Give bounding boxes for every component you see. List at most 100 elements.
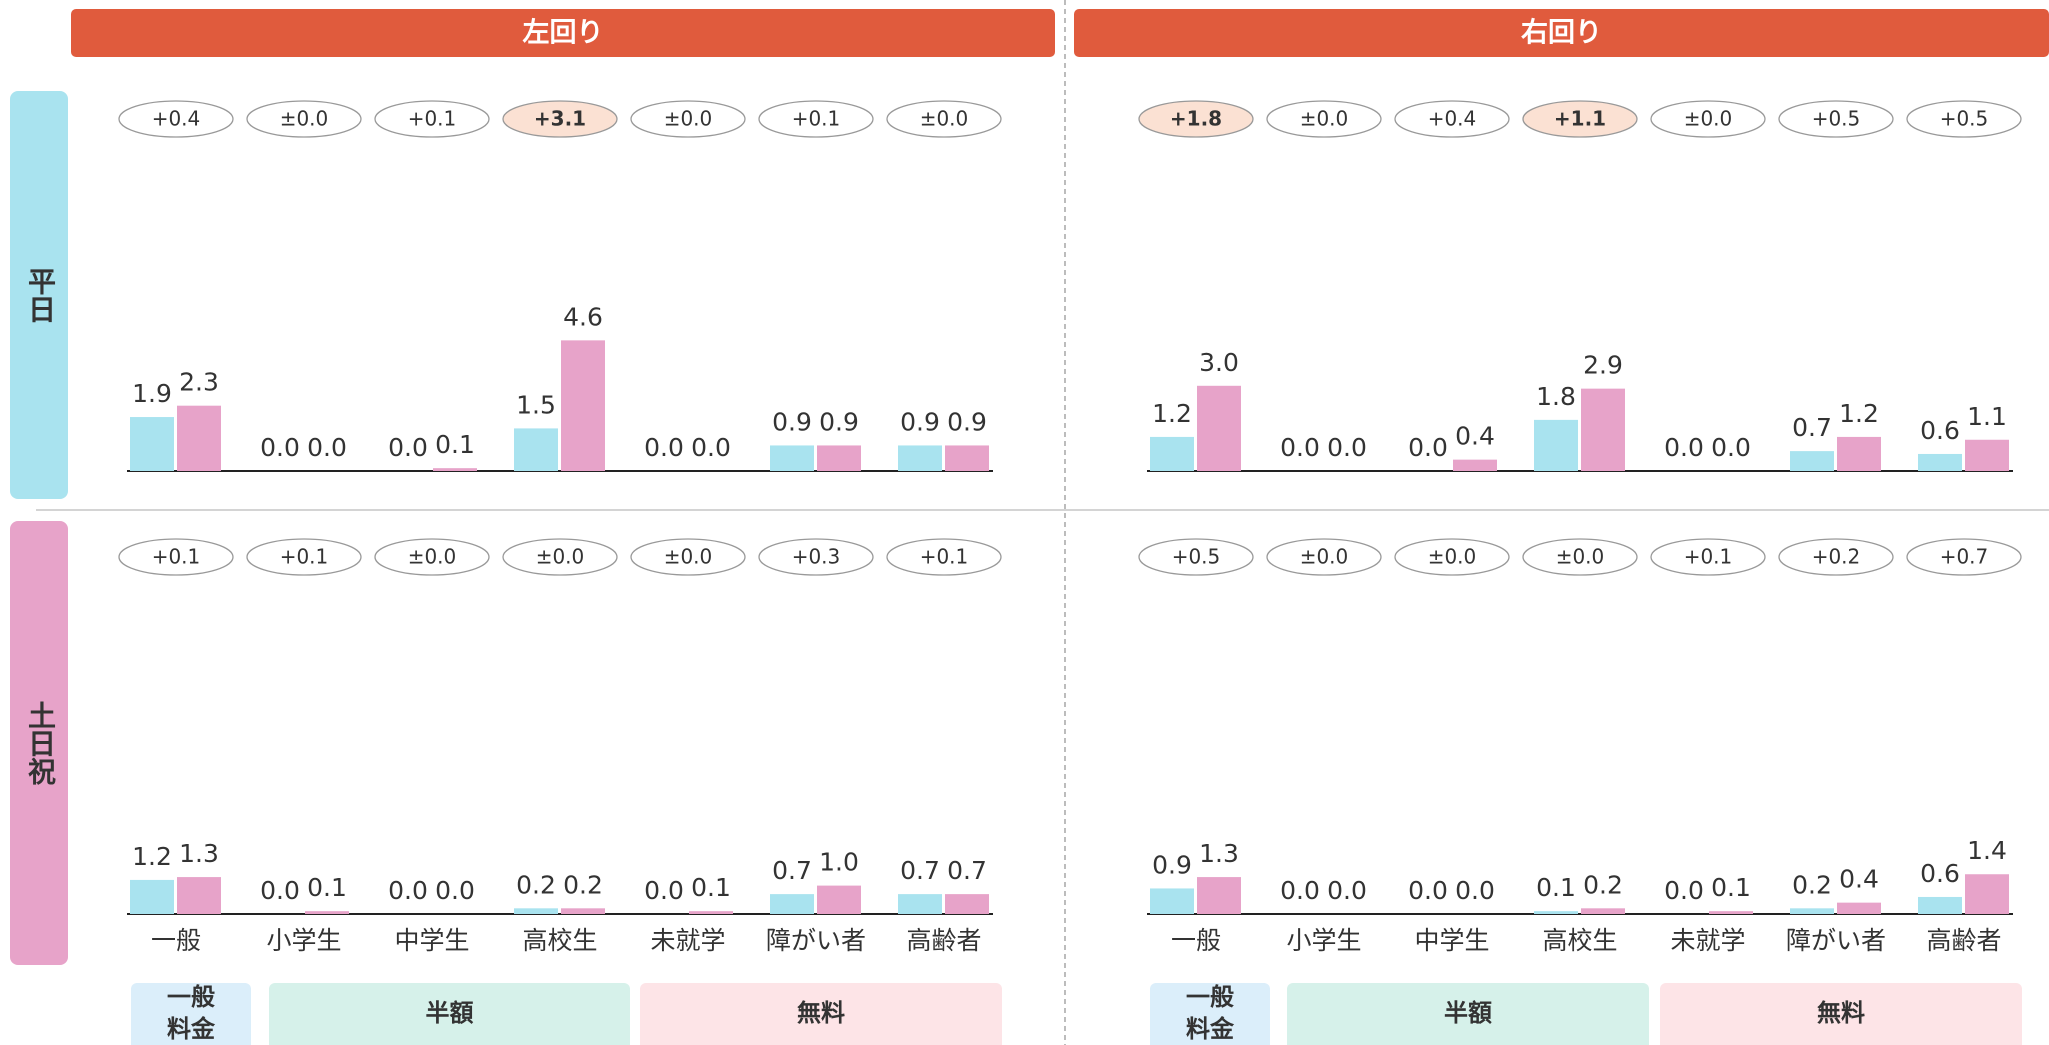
value-label: 0.6 [1920,859,1960,888]
value-label: 0.0 [1280,876,1320,905]
diff-oval [246,100,362,138]
x-tick-label: 未就学 [650,926,725,955]
column-header [1074,9,2049,57]
value-label: 0.9 [772,407,812,436]
value-label: 0.0 [1664,876,1704,905]
diff-oval [758,538,874,576]
diff-oval [374,538,490,576]
diff-label: ±0.0 [408,545,457,569]
diff-label: +0.2 [1812,545,1861,569]
row-header [10,91,68,499]
diff-oval [246,538,362,576]
diff-oval [1778,538,1894,576]
value-label: 0.4 [1455,422,1495,451]
diff-oval [1650,100,1766,138]
value-label: 0.0 [1280,433,1320,462]
bar [514,908,558,914]
bar [1790,451,1834,471]
column-header-label: 左回り [523,18,604,49]
diff-oval [886,100,1002,138]
diff-label: ±0.0 [664,107,713,131]
diff-oval [1266,100,1382,138]
diff-oval [118,100,234,138]
bar [1534,911,1578,914]
value-label: 0.1 [435,430,475,459]
value-label: 1.2 [1152,399,1192,428]
diff-label: +0.1 [152,545,201,569]
value-label: 0.0 [307,433,347,462]
value-label: 0.1 [307,873,347,902]
fare-group [131,983,251,1045]
row-header-label: 平日 [24,267,57,323]
diff-label: +0.1 [920,545,969,569]
value-label: 1.9 [132,379,172,408]
value-label: 0.2 [1792,870,1832,899]
diff-label: ±0.0 [1684,107,1733,131]
bar [305,911,349,914]
value-label: 0.0 [1327,433,1367,462]
value-label: 0.2 [563,870,603,899]
column-header [71,9,1055,57]
value-label: 0.7 [772,856,812,885]
bar [1837,902,1881,914]
bar [1150,436,1194,471]
value-label: 0.0 [388,433,428,462]
value-label: 0.4 [1839,865,1879,894]
x-tick-label: 一般 [151,926,201,955]
value-label: 1.4 [1967,836,2007,865]
diff-label: ±0.0 [920,107,969,131]
x-tick-label: 中学生 [394,926,469,955]
bar [130,417,174,471]
value-label: 1.3 [179,839,219,868]
diff-oval [1650,538,1766,576]
bar [177,877,221,914]
x-tick-label: 未就学 [1670,926,1745,955]
value-label: 0.1 [1711,873,1751,902]
diff-oval [886,538,1002,576]
bar [1453,459,1497,471]
value-label: 0.7 [900,856,940,885]
diff-oval [1266,538,1382,576]
x-tick-label: 小学生 [266,926,341,955]
x-tick-label: 障がい者 [1786,926,1886,955]
diff-label: +3.1 [534,107,586,131]
diff-label: +0.1 [280,545,329,569]
value-label: 0.2 [516,870,556,899]
diff-label: ±0.0 [664,545,713,569]
value-label: 2.3 [179,368,219,397]
diff-label: +0.1 [1684,545,1733,569]
diff-oval [502,538,618,576]
bar [817,445,861,471]
bar [770,894,814,914]
diff-oval [1522,100,1638,138]
fare-group [269,983,630,1045]
bar [689,911,733,914]
diff-oval [118,538,234,576]
bar [945,894,989,914]
value-label: 0.0 [644,433,684,462]
diff-label: +0.4 [1428,107,1477,131]
fare-group-label: 無料 [797,999,845,1027]
value-label: 4.6 [563,302,603,331]
value-label: 0.9 [1152,850,1192,879]
diff-oval [630,100,746,138]
bar [1965,874,2009,914]
diff-label: ±0.0 [280,107,329,131]
bar [433,468,477,471]
value-label: 0.0 [1408,876,1448,905]
fare-group [640,983,1002,1045]
value-label: 0.9 [947,407,987,436]
x-tick-label: 中学生 [1414,926,1489,955]
fare-group-label: 半額 [1444,999,1492,1027]
value-label: 1.0 [819,848,859,877]
bar [1709,911,1753,914]
diff-oval [1522,538,1638,576]
diff-label: +0.1 [408,107,457,131]
fare-group [1287,983,1649,1045]
diff-oval [1906,538,2022,576]
fare-group-label: 一般 [1186,983,1234,1011]
diff-label: +0.1 [792,107,841,131]
value-label: 3.0 [1199,348,1239,377]
